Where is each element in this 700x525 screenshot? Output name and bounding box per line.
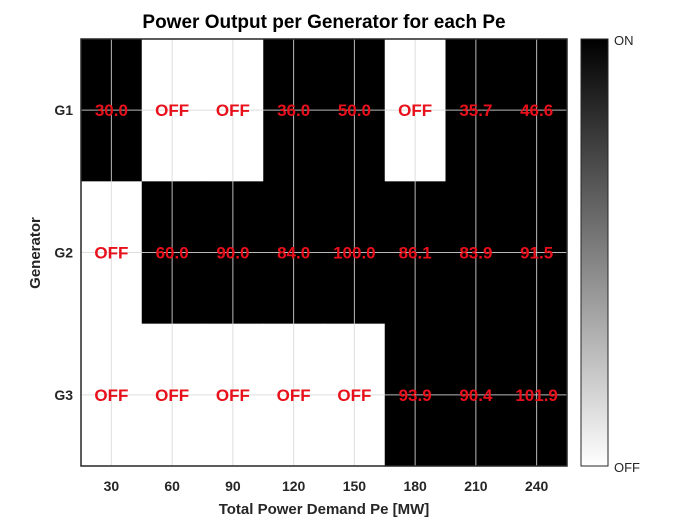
cell-label-G3-180: 93.9 bbox=[399, 386, 432, 405]
x-tick-label: 120 bbox=[282, 478, 306, 494]
colorbar-off-label: OFF bbox=[614, 460, 640, 475]
cell-label-G1-30: 30.0 bbox=[95, 101, 128, 120]
cell-label-G2-90: 90.0 bbox=[216, 244, 249, 263]
colorbar bbox=[580, 38, 609, 467]
cell-label-G1-90: OFF bbox=[216, 101, 250, 120]
y-tick-label: G3 bbox=[54, 387, 73, 403]
y-tick-label: G1 bbox=[54, 102, 73, 118]
cell-label-G3-210: 90.4 bbox=[459, 386, 493, 405]
cell-label-G2-60: 60.0 bbox=[156, 244, 189, 263]
y-axis-label: Generator bbox=[27, 217, 44, 289]
cell-label-G2-180: 86.1 bbox=[399, 244, 432, 263]
x-axis-label: Total Power Demand Pe [MW] bbox=[219, 501, 430, 518]
cell-label-G1-150: 50.0 bbox=[338, 101, 371, 120]
cell-label-G1-210: 35.7 bbox=[459, 101, 492, 120]
x-tick-label: 30 bbox=[104, 478, 120, 494]
x-tick-label: 60 bbox=[164, 478, 180, 494]
cell-label-G3-120: OFF bbox=[277, 386, 311, 405]
cell-label-G3-150: OFF bbox=[337, 386, 371, 405]
cell-label-G1-240: 46.6 bbox=[520, 101, 553, 120]
cell-label-G2-240: 91.5 bbox=[520, 244, 553, 263]
chart-title: Power Output per Generator for each Pe bbox=[142, 12, 505, 33]
x-tick-label: 90 bbox=[225, 478, 241, 494]
plot-frame bbox=[80, 38, 568, 467]
cell-label-G3-60: OFF bbox=[155, 386, 189, 405]
cell-label-G3-240: 101.9 bbox=[515, 386, 558, 405]
y-tick-label: G2 bbox=[54, 245, 73, 261]
cell-label-G1-120: 36.0 bbox=[277, 101, 310, 120]
cell-label-G3-90: OFF bbox=[216, 386, 250, 405]
x-tick-label: 210 bbox=[464, 478, 488, 494]
x-tick-label: 150 bbox=[343, 478, 367, 494]
cell-label-G2-120: 84.0 bbox=[277, 244, 310, 263]
cell-label-G3-30: OFF bbox=[94, 386, 128, 405]
cell-label-G1-180: OFF bbox=[398, 101, 432, 120]
cell-labels: 30.0 OFF OFF 36.0 50.0 OFF 35.7 46.6 OFF 60.0 90.0… bbox=[94, 101, 558, 405]
colorbar-on-label: ON bbox=[614, 33, 634, 48]
x-tick-labels: 30 60 90 120 150 180 210 240 bbox=[104, 478, 549, 494]
grid-lines bbox=[81, 39, 567, 466]
cell-label-G2-210: 83.9 bbox=[459, 244, 492, 263]
x-tick-label: 180 bbox=[403, 478, 427, 494]
cell-label-G1-60: OFF bbox=[155, 101, 189, 120]
y-tick-labels: G1 G2 G3 bbox=[54, 102, 73, 403]
x-tick-label: 240 bbox=[525, 478, 549, 494]
cell-label-G2-30: OFF bbox=[94, 244, 128, 263]
cell-label-G2-150: 100.0 bbox=[333, 244, 376, 263]
